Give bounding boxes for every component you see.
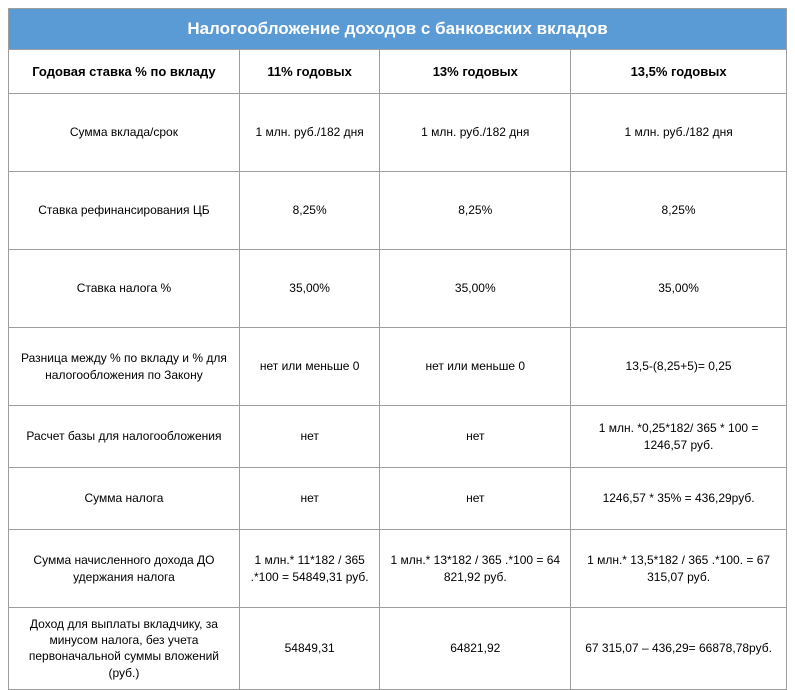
- header-col-2: 13% годовых: [380, 50, 571, 94]
- table-row: Ставка налога % 35,00% 35,00% 35,00%: [9, 250, 787, 328]
- row-value: 1 млн. *0,25*182/ 365 * 100 = 1246,57 ру…: [571, 406, 787, 468]
- table-row: Доход для выплаты вкладчику, за минусом …: [9, 608, 787, 690]
- row-label: Сумма вклада/срок: [9, 94, 240, 172]
- row-value: 1 млн.* 11*182 / 365 .*100 = 54849,31 ру…: [239, 530, 380, 608]
- row-label: Расчет базы для налогообложения: [9, 406, 240, 468]
- row-value: 64821,92: [380, 608, 571, 690]
- header-row: Годовая ставка % по вкладу 11% годовых 1…: [9, 50, 787, 94]
- title-row: Налогообложение доходов с банковских вкл…: [9, 9, 787, 50]
- row-value: 35,00%: [380, 250, 571, 328]
- row-value: 67 315,07 – 436,29= 66878,78руб.: [571, 608, 787, 690]
- header-col-0: Годовая ставка % по вкладу: [9, 50, 240, 94]
- row-value: 8,25%: [380, 172, 571, 250]
- row-value: 1 млн. руб./182 дня: [380, 94, 571, 172]
- row-value: 1 млн. руб./182 дня: [571, 94, 787, 172]
- row-label: Ставка рефинансирования ЦБ: [9, 172, 240, 250]
- row-value: 54849,31: [239, 608, 380, 690]
- header-col-1: 11% годовых: [239, 50, 380, 94]
- row-label: Разница между % по вкладу и % для налого…: [9, 328, 240, 406]
- table-row: Сумма вклада/срок 1 млн. руб./182 дня 1 …: [9, 94, 787, 172]
- row-value: 8,25%: [571, 172, 787, 250]
- tax-table: Налогообложение доходов с банковских вкл…: [8, 8, 787, 690]
- row-value: нет или меньше 0: [380, 328, 571, 406]
- row-value: нет: [239, 468, 380, 530]
- table-row: Ставка рефинансирования ЦБ 8,25% 8,25% 8…: [9, 172, 787, 250]
- row-value: нет или меньше 0: [239, 328, 380, 406]
- row-value: 1 млн.* 13*182 / 365 .*100 = 64 821,92 р…: [380, 530, 571, 608]
- table-row: Разница между % по вкладу и % для налого…: [9, 328, 787, 406]
- row-value: 1246,57 * 35% = 436,29руб.: [571, 468, 787, 530]
- table-row: Сумма налога нет нет 1246,57 * 35% = 436…: [9, 468, 787, 530]
- row-value: 35,00%: [239, 250, 380, 328]
- table-row: Сумма начисленного дохода ДО удержания н…: [9, 530, 787, 608]
- row-label: Сумма налога: [9, 468, 240, 530]
- row-value: 13,5-(8,25+5)= 0,25: [571, 328, 787, 406]
- row-value: нет: [239, 406, 380, 468]
- row-value: нет: [380, 406, 571, 468]
- row-value: 8,25%: [239, 172, 380, 250]
- row-value: 1 млн.* 13,5*182 / 365 .*100. = 67 315,0…: [571, 530, 787, 608]
- row-label: Доход для выплаты вкладчику, за минусом …: [9, 608, 240, 690]
- row-value: 1 млн. руб./182 дня: [239, 94, 380, 172]
- row-value: 35,00%: [571, 250, 787, 328]
- table-row: Расчет базы для налогообложения нет нет …: [9, 406, 787, 468]
- row-label: Сумма начисленного дохода ДО удержания н…: [9, 530, 240, 608]
- table-title: Налогообложение доходов с банковских вкл…: [9, 9, 787, 50]
- row-value: нет: [380, 468, 571, 530]
- row-label: Ставка налога %: [9, 250, 240, 328]
- header-col-3: 13,5% годовых: [571, 50, 787, 94]
